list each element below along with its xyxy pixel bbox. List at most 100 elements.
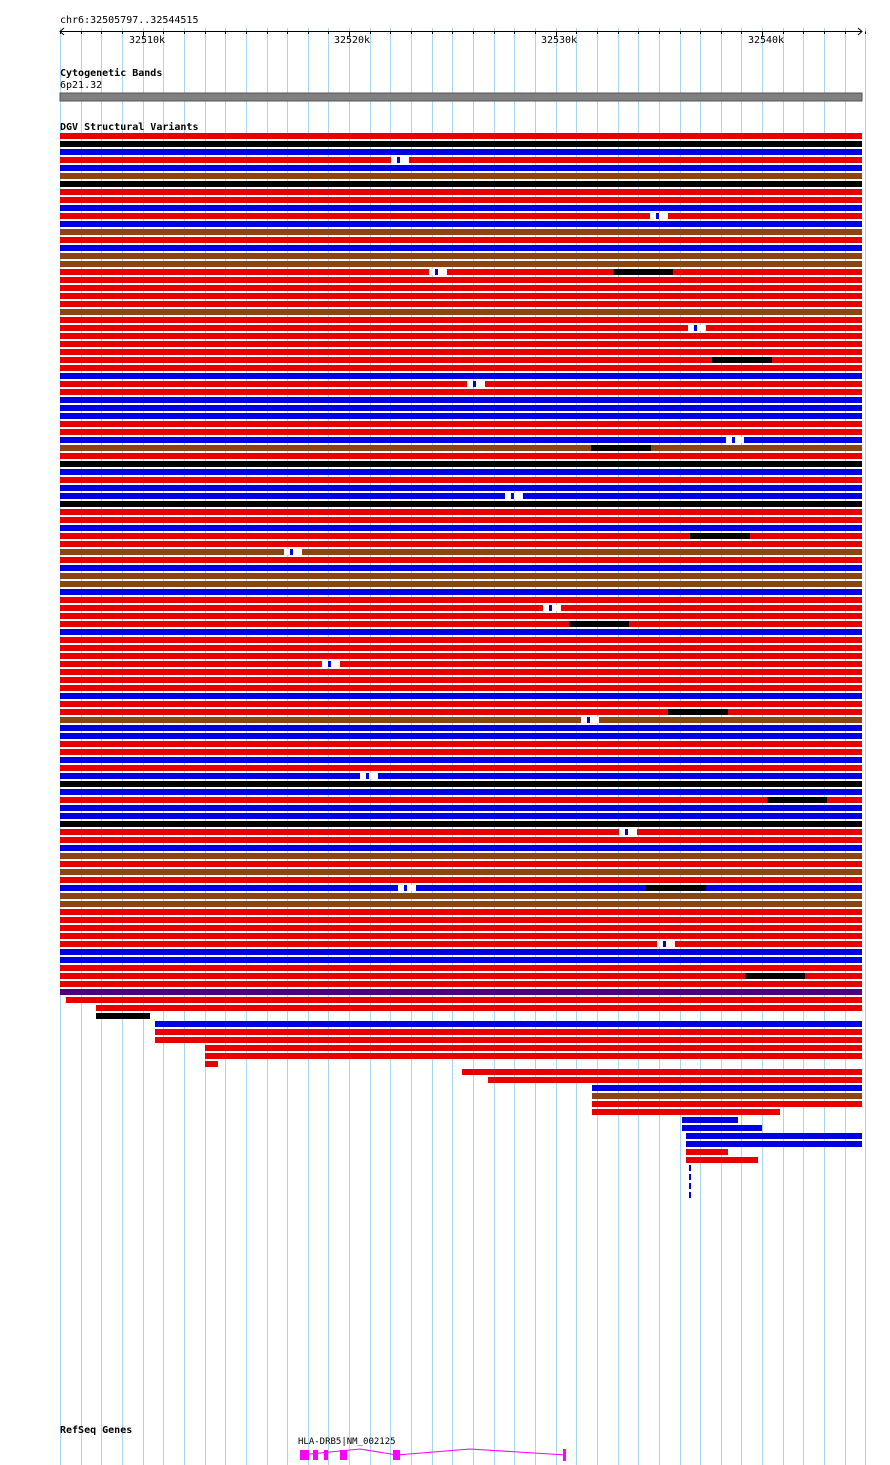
sv-bar bbox=[60, 773, 862, 779]
sv-bar bbox=[60, 533, 862, 539]
sv-bar bbox=[686, 1133, 862, 1139]
sv-bar bbox=[60, 525, 862, 531]
sv-bar bbox=[60, 653, 862, 659]
sv-bar bbox=[60, 541, 862, 547]
sv-bar bbox=[686, 1149, 728, 1155]
sv-bar bbox=[60, 829, 862, 835]
cytoband-label: 6p21.32 bbox=[60, 80, 103, 91]
sv-bar bbox=[60, 165, 862, 171]
sv-mark bbox=[290, 549, 293, 555]
sv-bar bbox=[60, 757, 862, 763]
sv-mark bbox=[328, 661, 331, 667]
sv-segment bbox=[745, 973, 805, 979]
sv-bar bbox=[60, 445, 862, 451]
sv-bar bbox=[205, 1061, 218, 1067]
sv-mark bbox=[663, 941, 666, 947]
sv-bar bbox=[60, 317, 862, 323]
sv-bar bbox=[60, 285, 862, 291]
sv-bar bbox=[155, 1037, 862, 1043]
sv-bar bbox=[60, 925, 862, 931]
sv-bar bbox=[60, 861, 862, 867]
sv-bar bbox=[60, 685, 862, 691]
sv-bar bbox=[60, 853, 862, 859]
sv-bar bbox=[60, 181, 862, 187]
sv-segment bbox=[712, 357, 772, 363]
sv-mark bbox=[689, 1192, 691, 1198]
cytoband-bar bbox=[59, 92, 863, 102]
sv-bar bbox=[60, 349, 862, 355]
sv-bar bbox=[60, 293, 862, 299]
sv-bar bbox=[60, 453, 862, 459]
sv-bar bbox=[60, 701, 862, 707]
gene-exon bbox=[324, 1450, 328, 1460]
sv-mark bbox=[404, 885, 407, 891]
sv-bar bbox=[60, 213, 862, 219]
sv-bar bbox=[60, 197, 862, 203]
sv-bar bbox=[60, 909, 862, 915]
sv-bar bbox=[592, 1085, 862, 1091]
sv-segment bbox=[690, 533, 750, 539]
sv-bar bbox=[205, 1045, 862, 1051]
sv-bar bbox=[155, 1021, 862, 1027]
sv-bar bbox=[682, 1117, 738, 1123]
sv-bar bbox=[60, 333, 862, 339]
sv-bar bbox=[60, 509, 862, 515]
sv-bar bbox=[60, 261, 862, 267]
sv-bar bbox=[60, 189, 862, 195]
sv-bar bbox=[60, 501, 862, 507]
sv-bar bbox=[60, 573, 862, 579]
gene-exon bbox=[393, 1450, 400, 1460]
sv-bar bbox=[60, 557, 862, 563]
ruler-tick-label: 32530k bbox=[540, 35, 578, 46]
dgv-track-title: DGV Structural Variants bbox=[60, 122, 199, 133]
sv-bar bbox=[60, 325, 862, 331]
sv-segment bbox=[767, 797, 827, 803]
sv-segment bbox=[569, 621, 629, 627]
cytoband-track-title: Cytogenetic Bands bbox=[60, 68, 163, 79]
sv-bar bbox=[155, 1029, 862, 1035]
sv-bar bbox=[96, 1013, 150, 1019]
sv-bar bbox=[60, 661, 862, 667]
sv-bar bbox=[60, 381, 862, 387]
sv-mark bbox=[397, 157, 400, 163]
sv-bar bbox=[686, 1141, 862, 1147]
sv-bar bbox=[60, 877, 862, 883]
sv-mark bbox=[511, 493, 514, 499]
sv-bar bbox=[66, 997, 862, 1003]
sv-bar bbox=[60, 245, 862, 251]
sv-bar bbox=[682, 1125, 762, 1131]
sv-bar bbox=[60, 149, 862, 155]
sv-bar bbox=[60, 645, 862, 651]
sv-bar bbox=[60, 133, 862, 139]
sv-bar bbox=[60, 405, 862, 411]
sv-bar bbox=[60, 477, 862, 483]
sv-bar bbox=[60, 901, 862, 907]
sv-bar bbox=[205, 1053, 862, 1059]
sv-bar bbox=[60, 277, 862, 283]
sv-mark bbox=[625, 829, 628, 835]
sv-bar bbox=[488, 1077, 862, 1083]
sv-bar bbox=[60, 805, 862, 811]
sv-bar bbox=[60, 725, 862, 731]
sv-segment bbox=[591, 445, 651, 451]
sv-bar bbox=[60, 845, 862, 851]
sv-bar bbox=[60, 797, 862, 803]
sv-bar bbox=[60, 485, 862, 491]
sv-bar bbox=[60, 205, 862, 211]
sv-bar bbox=[60, 789, 862, 795]
sv-bar bbox=[60, 173, 862, 179]
sv-bar bbox=[60, 749, 862, 755]
sv-bar bbox=[60, 637, 862, 643]
sv-mark bbox=[435, 269, 438, 275]
sv-bar bbox=[60, 413, 862, 419]
sv-bar bbox=[592, 1101, 862, 1107]
sv-bar bbox=[60, 669, 862, 675]
sv-segment bbox=[668, 709, 728, 715]
sv-bar bbox=[60, 941, 862, 947]
sv-bar bbox=[60, 437, 862, 443]
sv-mark bbox=[549, 605, 552, 611]
sv-bar bbox=[60, 421, 862, 427]
sv-bar bbox=[60, 237, 862, 243]
sv-bar bbox=[60, 989, 862, 995]
